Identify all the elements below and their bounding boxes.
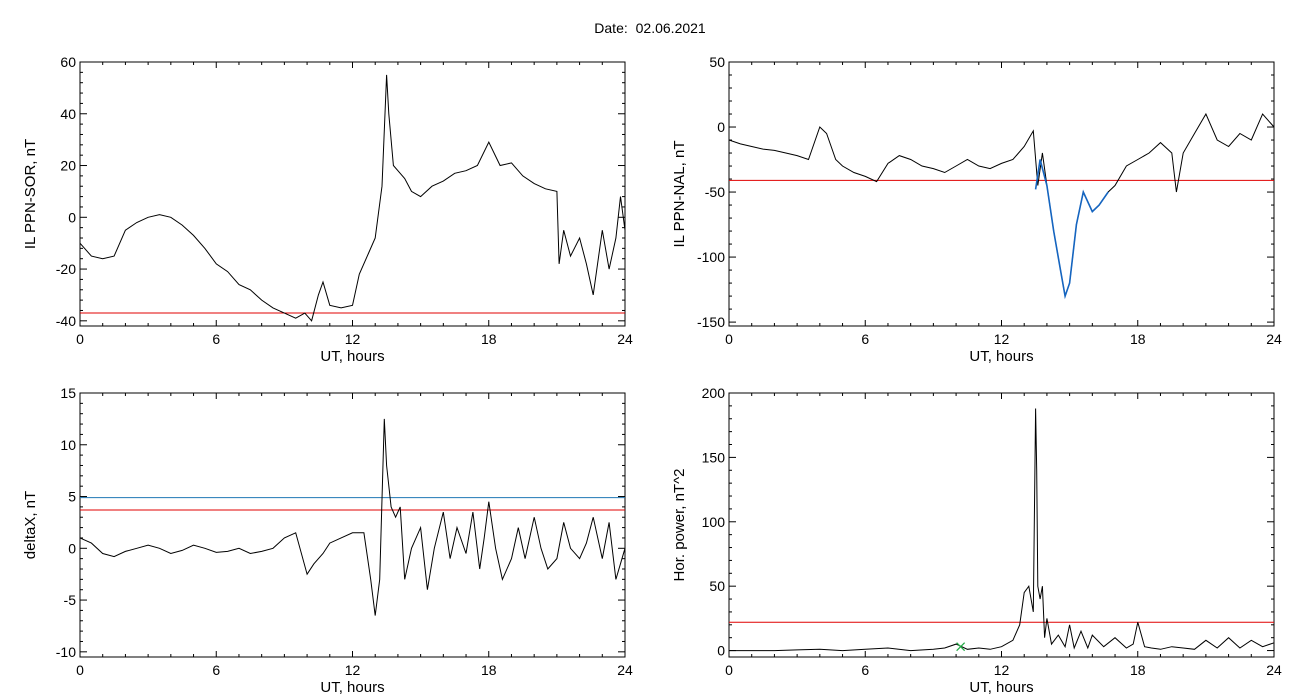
sor-y-tick-label: -20 bbox=[56, 261, 76, 277]
sor-y-tick-label: 20 bbox=[60, 158, 76, 174]
power-y-tick-label: 100 bbox=[702, 514, 726, 530]
power-x-tick-label: 12 bbox=[994, 662, 1010, 678]
deltax-x-tick-label: 6 bbox=[212, 662, 220, 678]
deltax-x-tick-label: 12 bbox=[345, 662, 361, 678]
nal-y-tick-label: -50 bbox=[705, 184, 725, 200]
nal-y-tick-label: -100 bbox=[697, 249, 725, 265]
sor-x-axis-label: UT, hours bbox=[320, 348, 384, 365]
deltax-y-tick-label: -10 bbox=[56, 644, 76, 660]
nal-series-line-0 bbox=[728, 112, 1275, 299]
sor-plot-frame bbox=[79, 61, 626, 327]
sor-y-axis-label: IL PPN-SOR, nT bbox=[22, 139, 39, 249]
nal-x-tick-label: 6 bbox=[861, 331, 869, 347]
date-title: Date: 02.06.2021 bbox=[0, 20, 1300, 36]
sor-x-tick-label: 18 bbox=[481, 331, 497, 347]
nal-x-tick-label: 18 bbox=[1130, 331, 1146, 347]
power-x-tick-label: 0 bbox=[725, 662, 733, 678]
deltax-y-tick-label: 15 bbox=[60, 385, 76, 401]
sor-x-tick-label: 6 bbox=[212, 331, 220, 347]
power-marker-0 bbox=[956, 642, 966, 652]
date-label: Date: bbox=[594, 20, 628, 36]
nal-y-axis-label: IL PPN-NAL, nT bbox=[671, 141, 688, 248]
power-y-tick-label: 50 bbox=[709, 578, 725, 594]
sor-x-tick-label: 24 bbox=[617, 331, 633, 347]
nal-panel: 0 6 12 18 24 -150 -100 -50 0 50 UT, hours IL PPN-NA… bbox=[671, 54, 1282, 365]
deltax-x-tick-label: 0 bbox=[76, 662, 84, 678]
power-plot-frame bbox=[728, 392, 1275, 658]
nal-plot-frame bbox=[728, 61, 1275, 327]
power-marker-stroke-b bbox=[956, 642, 966, 652]
nal-x-tick-label: 12 bbox=[994, 331, 1010, 347]
sor-y-tick-label: 60 bbox=[60, 54, 76, 70]
deltax-series-line-0 bbox=[79, 418, 626, 616]
power-y-axis-label: Hor. power, nT^2 bbox=[671, 469, 688, 582]
power-y-tick-label: 150 bbox=[702, 449, 726, 465]
deltax-x-tick-label: 24 bbox=[617, 662, 633, 678]
sor-y-tick-label: 40 bbox=[60, 106, 76, 122]
power-x-axis-label: UT, hours bbox=[969, 679, 1033, 696]
date-value: 02.06.2021 bbox=[635, 20, 706, 36]
nal-x-axis-label: UT, hours bbox=[969, 348, 1033, 365]
sor-y-tick-label: 0 bbox=[68, 209, 76, 225]
power-y-tick-label: 200 bbox=[702, 385, 726, 401]
deltax-y-tick-label: 10 bbox=[60, 437, 76, 453]
power-series-line-0 bbox=[729, 408, 1275, 652]
nal-y-tick-label: 0 bbox=[717, 119, 725, 135]
deltax-x-tick-label: 18 bbox=[481, 662, 497, 678]
nal-y-tick-label: 50 bbox=[709, 54, 725, 70]
power-panel: 0 6 12 18 24 0 50 100 150 200 UT, hours Hor. power,… bbox=[671, 385, 1282, 696]
deltax-y-tick-label: 0 bbox=[68, 540, 76, 556]
power-y-tick-label: 0 bbox=[717, 643, 725, 659]
power-x-tick-label: 24 bbox=[1266, 662, 1282, 678]
sor-panel: 0 6 12 18 24 -40 -20 0 20 40 60 UT, hours IL PPN-SOR… bbox=[22, 54, 633, 365]
sor-series-line-0 bbox=[79, 74, 626, 322]
deltax-y-axis-label: deltaX, nT bbox=[22, 491, 39, 559]
nal-highlight-segment-0 bbox=[1034, 159, 1109, 300]
sor-y-tick-label: -40 bbox=[56, 313, 76, 329]
deltax-y-tick-label: 5 bbox=[68, 489, 76, 505]
nal-x-tick-label: 0 bbox=[725, 331, 733, 347]
deltax-plot-frame bbox=[79, 392, 626, 658]
nal-y-tick-label: -150 bbox=[697, 314, 725, 330]
deltax-y-tick-label: -5 bbox=[64, 592, 77, 608]
sor-x-tick-label: 12 bbox=[345, 331, 361, 347]
power-x-tick-label: 6 bbox=[861, 662, 869, 678]
deltax-x-axis-label: UT, hours bbox=[320, 679, 384, 696]
nal-x-tick-label: 24 bbox=[1266, 331, 1282, 347]
power-x-tick-label: 18 bbox=[1130, 662, 1146, 678]
sor-x-tick-label: 0 bbox=[76, 331, 84, 347]
deltax-panel: 0 6 12 18 24 -10 -5 0 5 10 15 UT, hours deltaX, nT bbox=[22, 385, 633, 696]
